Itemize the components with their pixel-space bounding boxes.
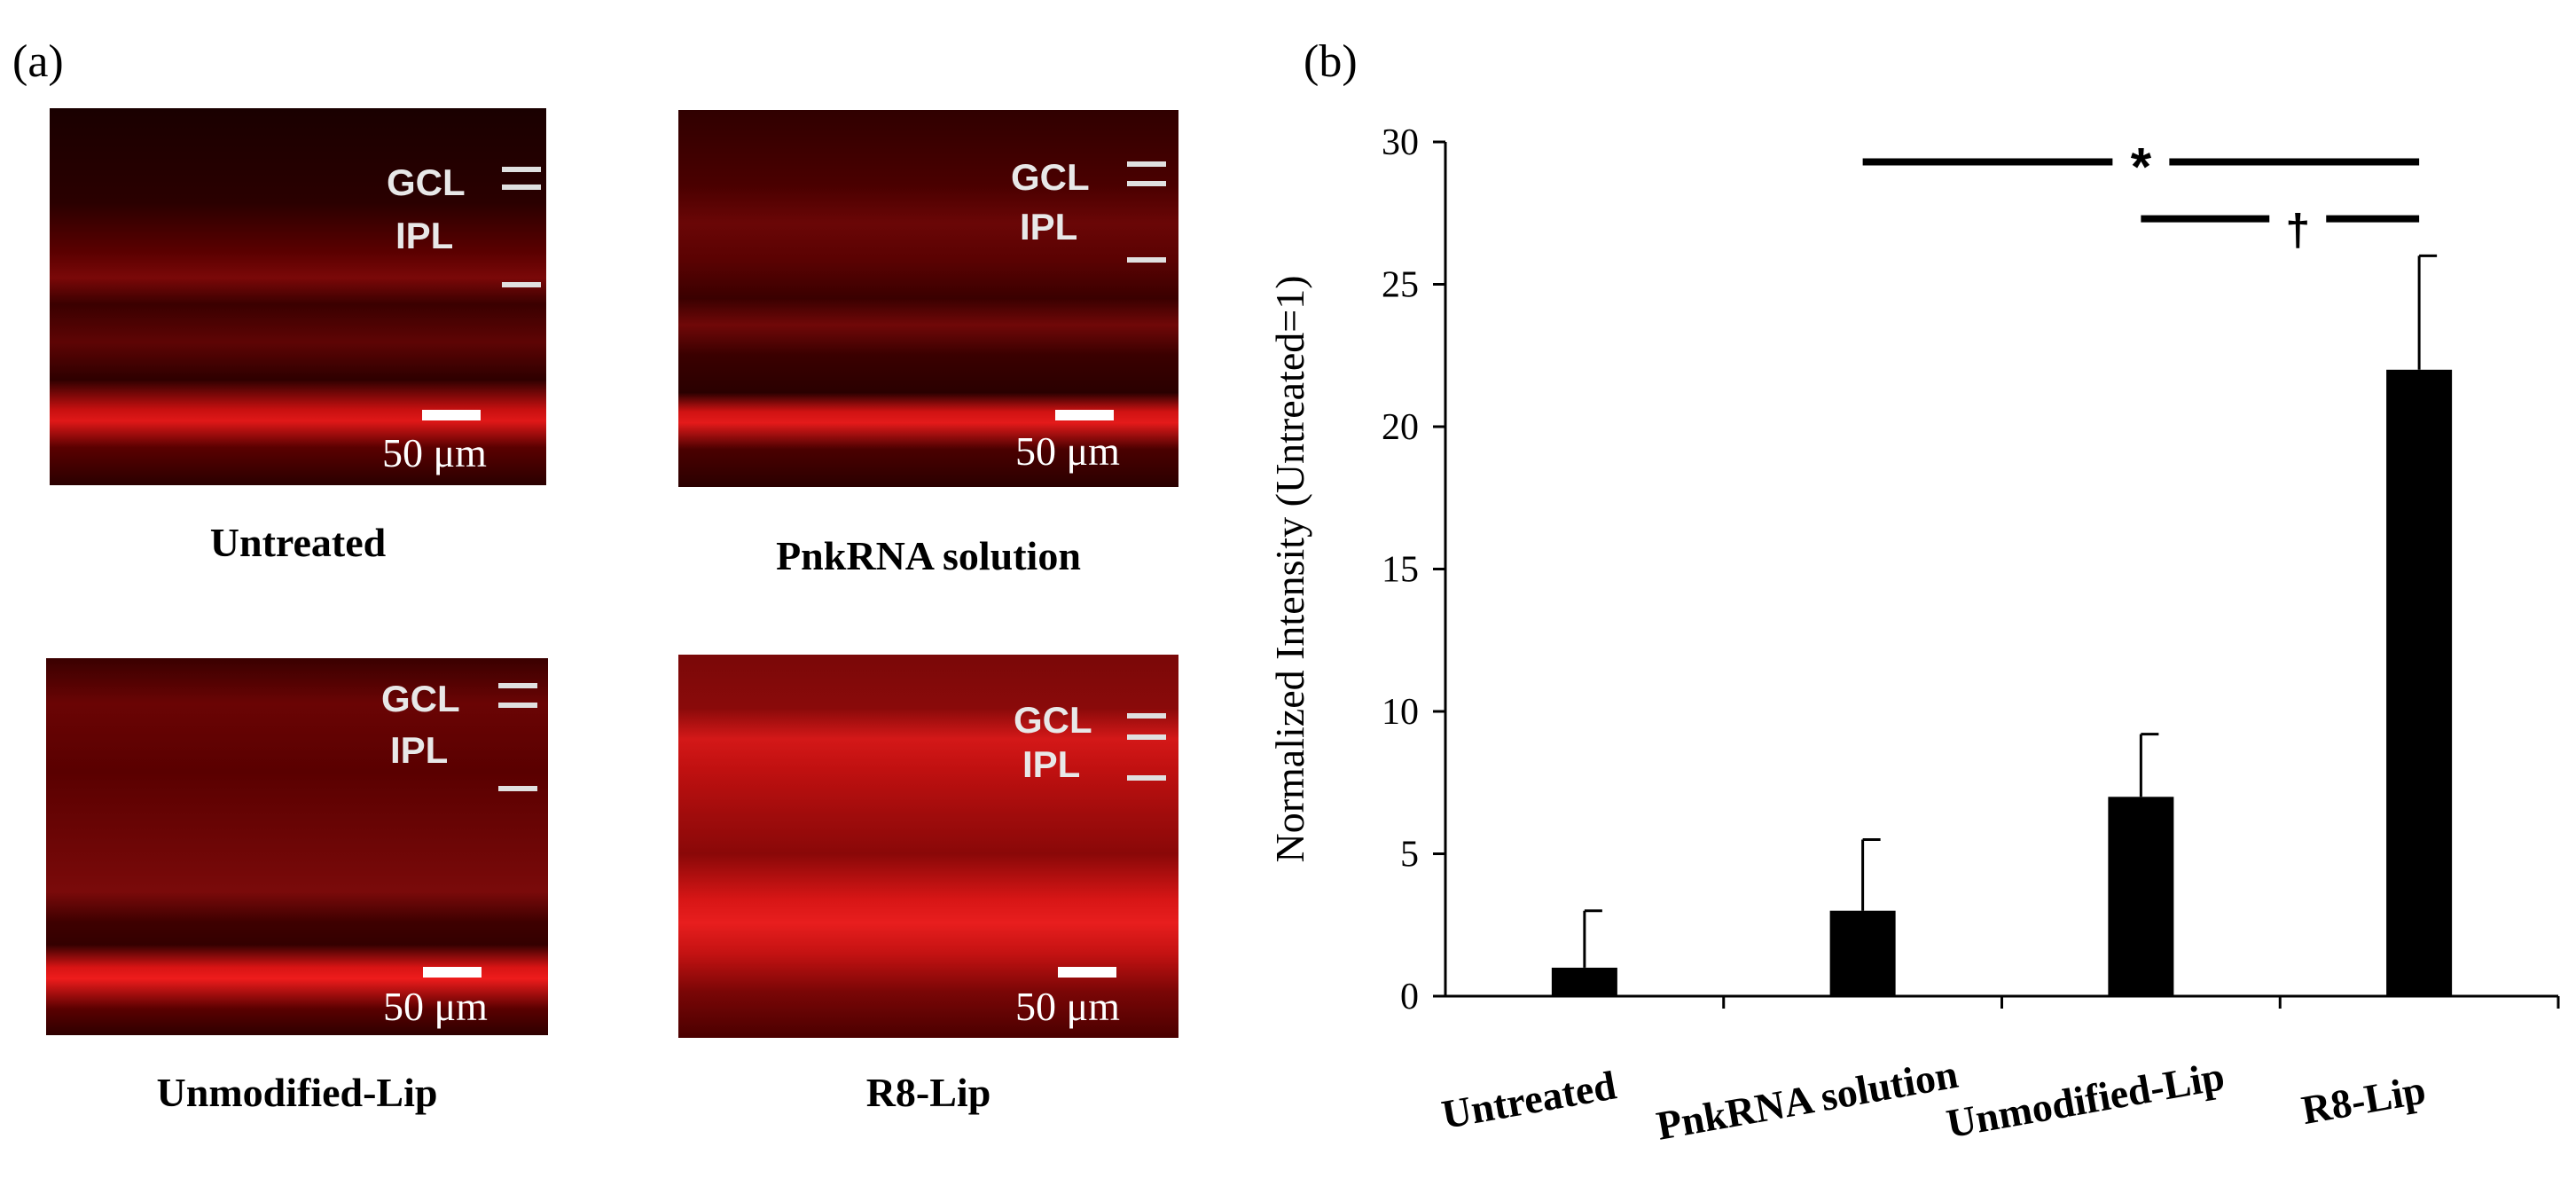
panel-a-label: (a) [12,36,64,87]
scale-label: 50 μm [383,984,488,1029]
layer-tag-ipl: IPL [390,729,449,771]
layer-marker [502,282,541,287]
layer-marker [502,167,541,172]
y-tick-label: 0 [1400,977,1419,1017]
micrograph-r8-lip: GCL IPL 50 μm [678,655,1178,1038]
caption-untreated: Untreated [209,520,387,565]
layer-tag-ipl: IPL [395,215,454,256]
layer-marker [498,786,537,791]
panel-b-label: (b) [1304,36,1358,87]
bar-3 [2386,369,2453,996]
caption-r8-lip: R8-Lip [865,1070,991,1115]
layer-marker [498,683,537,688]
micrograph-unmodified-lip: GCL IPL 50 μm [46,658,548,1035]
scale-bar [423,967,482,978]
layer-tag-gcl: GCL [1014,699,1092,741]
layer-marker [498,703,537,708]
y-tick-label: 30 [1382,122,1419,163]
significance-symbol: † [2285,206,2310,255]
y-tick-label: 5 [1400,835,1419,876]
scale-label: 50 μm [1015,428,1120,474]
layer-marker [1127,181,1166,186]
layer-marker [1127,775,1166,781]
layer-marker [1127,734,1166,740]
layer-tag-gcl: GCL [387,161,466,203]
x-category-label: PnkRNA solution [1653,1051,1961,1149]
y-axis-label: Normalized Intensity (Untreated=1) [1267,275,1312,862]
fluorescence-image [50,108,546,485]
layer-marker [1127,161,1166,167]
scale-label: 50 μm [382,430,487,475]
scale-bar [1055,410,1114,420]
y-tick-label: 10 [1382,692,1419,733]
bar-2 [2108,797,2174,996]
layer-marker [502,185,541,190]
scale-bar [422,410,481,420]
x-category-label: Untreated [1438,1062,1620,1137]
layer-marker [1127,713,1166,719]
micrograph-untreated: GCL IPL 50 μm [50,108,546,485]
layer-marker [1127,257,1166,263]
micrograph-pnkrna-solution: GCL IPL 50 μm [678,110,1178,487]
fluorescence-image [678,110,1178,487]
bar-0 [1551,967,1617,996]
caption-pnkrna-solution: PnkRNA solution [776,533,1081,578]
x-category-label: R8-Lip [2298,1066,2429,1133]
scale-bar [1058,967,1116,978]
layer-tag-gcl: GCL [1011,156,1090,198]
layer-tag-gcl: GCL [381,678,460,719]
x-category-label: Unmodified-Lip [1943,1053,2228,1146]
y-tick-label: 25 [1382,265,1419,306]
significance-symbol: * [2131,137,2152,196]
layer-tag-ipl: IPL [1020,206,1078,247]
caption-unmodified-lip: Unmodified-Lip [156,1070,438,1115]
bar-1 [1829,910,1896,996]
scale-label: 50 μm [1015,984,1120,1029]
y-tick-label: 15 [1382,550,1419,591]
layer-tag-ipl: IPL [1022,743,1081,785]
y-tick-label: 20 [1382,407,1419,448]
